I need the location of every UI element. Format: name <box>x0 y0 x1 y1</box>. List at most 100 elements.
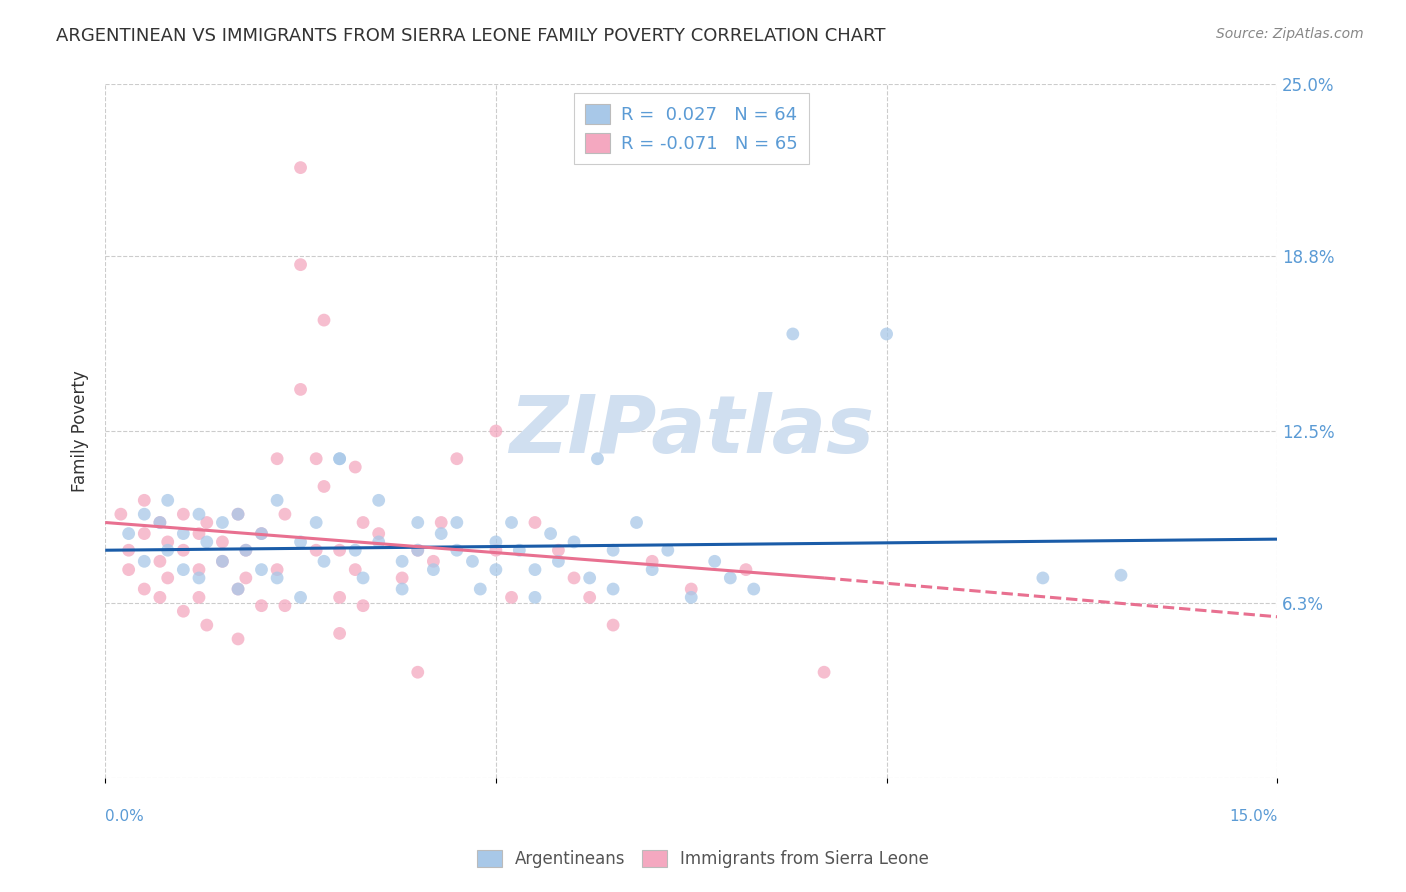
Point <box>540 526 562 541</box>
Point <box>329 451 352 466</box>
Point <box>344 543 367 558</box>
Point <box>501 591 523 605</box>
Point <box>446 451 468 466</box>
Point <box>470 582 492 596</box>
Point <box>149 516 172 530</box>
Point <box>485 543 508 558</box>
Point <box>578 571 600 585</box>
Point <box>134 526 156 541</box>
Text: 15.0%: 15.0% <box>1229 809 1277 824</box>
Point <box>461 554 484 568</box>
Point <box>312 479 335 493</box>
Point <box>156 571 179 585</box>
Point <box>172 604 194 618</box>
Point <box>485 535 508 549</box>
Point <box>329 451 352 466</box>
Point <box>602 543 624 558</box>
Point <box>312 313 335 327</box>
Point <box>290 591 312 605</box>
Point <box>226 582 249 596</box>
Point <box>446 543 468 558</box>
Point <box>523 516 546 530</box>
Point <box>266 571 288 585</box>
Text: Source: ZipAtlas.com: Source: ZipAtlas.com <box>1216 27 1364 41</box>
Point <box>156 543 179 558</box>
Point <box>305 543 328 558</box>
Point <box>235 571 257 585</box>
Point <box>406 665 429 680</box>
Point <box>149 554 172 568</box>
Point <box>134 582 156 596</box>
Point <box>782 326 804 341</box>
Point <box>172 563 194 577</box>
Point <box>290 161 312 175</box>
Point <box>195 618 218 632</box>
Point <box>329 543 352 558</box>
Point <box>501 516 523 530</box>
Point <box>367 535 389 549</box>
Point <box>211 516 233 530</box>
Point <box>188 507 211 521</box>
Point <box>523 591 546 605</box>
Point <box>813 665 835 680</box>
Point <box>235 543 257 558</box>
Point <box>274 507 297 521</box>
Point <box>172 543 194 558</box>
Point <box>188 526 211 541</box>
Text: ZIPatlas: ZIPatlas <box>509 392 873 470</box>
Point <box>266 563 288 577</box>
Legend: R =  0.027   N = 64, R = -0.071   N = 65: R = 0.027 N = 64, R = -0.071 N = 65 <box>574 94 808 164</box>
Point <box>367 493 389 508</box>
Point <box>602 618 624 632</box>
Point <box>134 507 156 521</box>
Y-axis label: Family Poverty: Family Poverty <box>72 370 89 491</box>
Point <box>329 626 352 640</box>
Point <box>274 599 297 613</box>
Point <box>352 571 374 585</box>
Point <box>329 591 352 605</box>
Point <box>562 535 585 549</box>
Point <box>250 599 273 613</box>
Point <box>485 424 508 438</box>
Point <box>876 326 898 341</box>
Point <box>367 526 389 541</box>
Point <box>226 582 249 596</box>
Point <box>305 451 328 466</box>
Point <box>156 535 179 549</box>
Point <box>290 535 312 549</box>
Point <box>172 526 194 541</box>
Point <box>681 582 703 596</box>
Point <box>406 543 429 558</box>
Point <box>312 554 335 568</box>
Point <box>742 582 765 596</box>
Point <box>235 543 257 558</box>
Point <box>290 383 312 397</box>
Point <box>703 554 725 568</box>
Point <box>562 571 585 585</box>
Point <box>250 563 273 577</box>
Point <box>290 258 312 272</box>
Point <box>578 591 600 605</box>
Text: 0.0%: 0.0% <box>105 809 143 824</box>
Point <box>134 554 156 568</box>
Point <box>657 543 679 558</box>
Point <box>547 554 569 568</box>
Point <box>305 516 328 530</box>
Point <box>344 563 367 577</box>
Point <box>266 493 288 508</box>
Point <box>391 554 413 568</box>
Point <box>422 563 444 577</box>
Point <box>195 516 218 530</box>
Point <box>735 563 758 577</box>
Point <box>211 535 233 549</box>
Point <box>586 451 609 466</box>
Point <box>188 591 211 605</box>
Point <box>352 516 374 530</box>
Point <box>1032 571 1054 585</box>
Point <box>118 543 141 558</box>
Point <box>641 554 664 568</box>
Point <box>118 526 141 541</box>
Point <box>250 526 273 541</box>
Point <box>250 526 273 541</box>
Point <box>547 543 569 558</box>
